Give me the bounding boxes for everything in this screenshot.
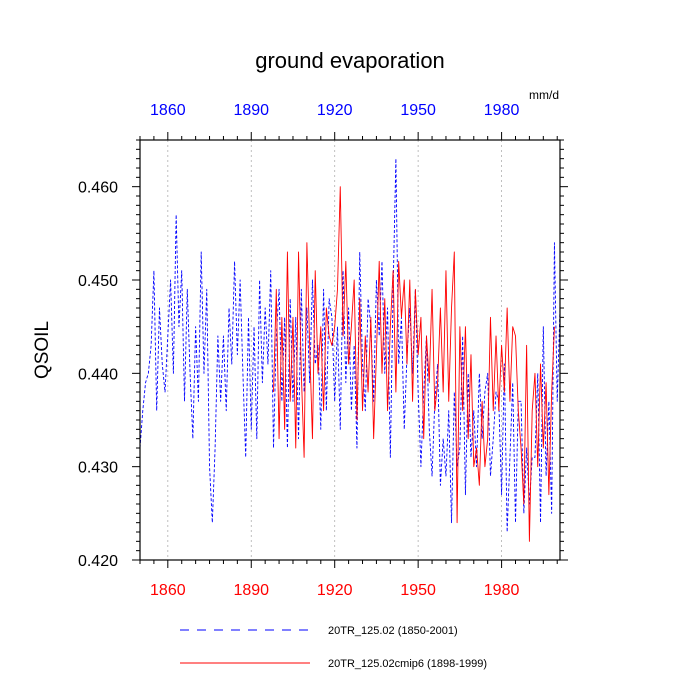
- chart-title: ground evaporation: [255, 48, 445, 73]
- plot-frame: [139, 139, 561, 561]
- x-tick-label-bottom: 1920: [317, 582, 353, 599]
- y-tick-label: 0.420: [78, 553, 118, 570]
- x-tick-label-top: 1890: [233, 102, 269, 119]
- y-tick-label: 0.440: [78, 366, 118, 383]
- y-tick-label: 0.450: [78, 273, 118, 290]
- axis-ticks: [132, 132, 568, 568]
- legend-label-red: 20TR_125.02cmip6 (1898-1999): [328, 658, 487, 670]
- x-tick-label-top: 1980: [484, 102, 520, 119]
- series-group: [139, 158, 561, 542]
- y-tick-label: 0.460: [78, 180, 118, 197]
- y-tick-label: 0.430: [78, 460, 118, 477]
- x-tick-label-bottom: 1980: [484, 582, 520, 599]
- series-line-blue: [139, 158, 561, 533]
- series-line-red: [273, 186, 555, 542]
- units-label: mm/d: [529, 88, 559, 102]
- x-tick-label-top: 1950: [400, 102, 436, 119]
- x-tick-label-top: 1860: [150, 102, 186, 119]
- x-tick-label-bottom: 1890: [233, 582, 269, 599]
- x-tick-label-bottom: 1860: [150, 582, 186, 599]
- tick-labels: 1860 1860 1890 1890 1920 1920 1950 1950 1980 1980…: [78, 102, 520, 599]
- y-axis-label: QSOIL: [32, 321, 53, 379]
- x-tick-label-bottom: 1950: [400, 582, 436, 599]
- x-tick-label-top: 1920: [317, 102, 353, 119]
- legend-label-blue: 20TR_125.02 (1850-2001): [328, 625, 458, 637]
- legend: 20TR_125.02 (1850-2001) 20TR_125.02cmip6…: [180, 625, 487, 670]
